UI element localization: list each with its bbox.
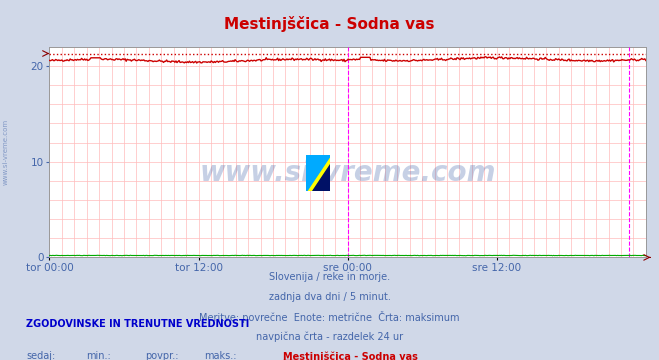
Text: povpr.:: povpr.:	[145, 351, 179, 360]
Text: ZGODOVINSKE IN TRENUTNE VREDNOSTI: ZGODOVINSKE IN TRENUTNE VREDNOSTI	[26, 319, 250, 329]
Text: maks.:: maks.:	[204, 351, 237, 360]
Text: Meritve: povrečne  Enote: metrične  Črta: maksimum: Meritve: povrečne Enote: metrične Črta: …	[199, 311, 460, 323]
Text: min.:: min.:	[86, 351, 111, 360]
Text: www.si-vreme.com: www.si-vreme.com	[200, 159, 496, 187]
Text: Slovenija / reke in morje.: Slovenija / reke in morje.	[269, 272, 390, 282]
Polygon shape	[306, 155, 330, 191]
Text: zadnja dva dni / 5 minut.: zadnja dva dni / 5 minut.	[269, 292, 390, 302]
Text: sedaj:: sedaj:	[26, 351, 55, 360]
Bar	[306, 173, 318, 191]
Text: Mestinjščica - Sodna vas: Mestinjščica - Sodna vas	[283, 351, 418, 360]
Bar	[318, 155, 330, 173]
Bar	[318, 173, 330, 191]
Polygon shape	[306, 155, 330, 191]
Text: navpična črta - razdelek 24 ur: navpična črta - razdelek 24 ur	[256, 331, 403, 342]
Text: www.si-vreme.com: www.si-vreme.com	[2, 119, 9, 185]
Text: Mestinjščica - Sodna vas: Mestinjščica - Sodna vas	[224, 16, 435, 32]
Bar	[306, 155, 318, 173]
Polygon shape	[312, 164, 330, 191]
